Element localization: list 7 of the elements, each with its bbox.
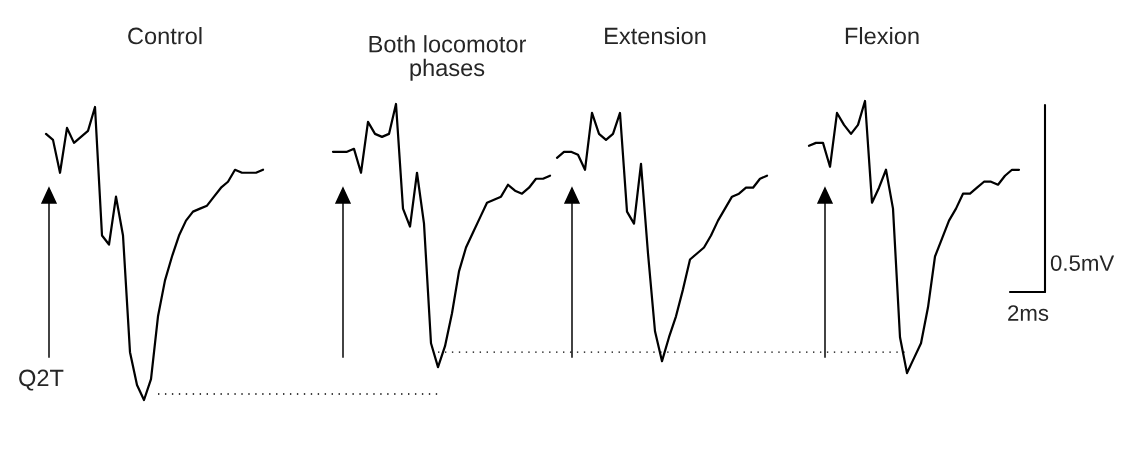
text: Extension xyxy=(605,27,706,45)
text: Both locomotor phases xyxy=(369,35,527,81)
annotation: Q2T xyxy=(19,369,64,391)
annotation: 2ms xyxy=(1008,305,1049,321)
text: Control xyxy=(128,27,202,45)
text: 0.5mV xyxy=(1050,255,1115,271)
text: Flexion xyxy=(845,27,919,45)
